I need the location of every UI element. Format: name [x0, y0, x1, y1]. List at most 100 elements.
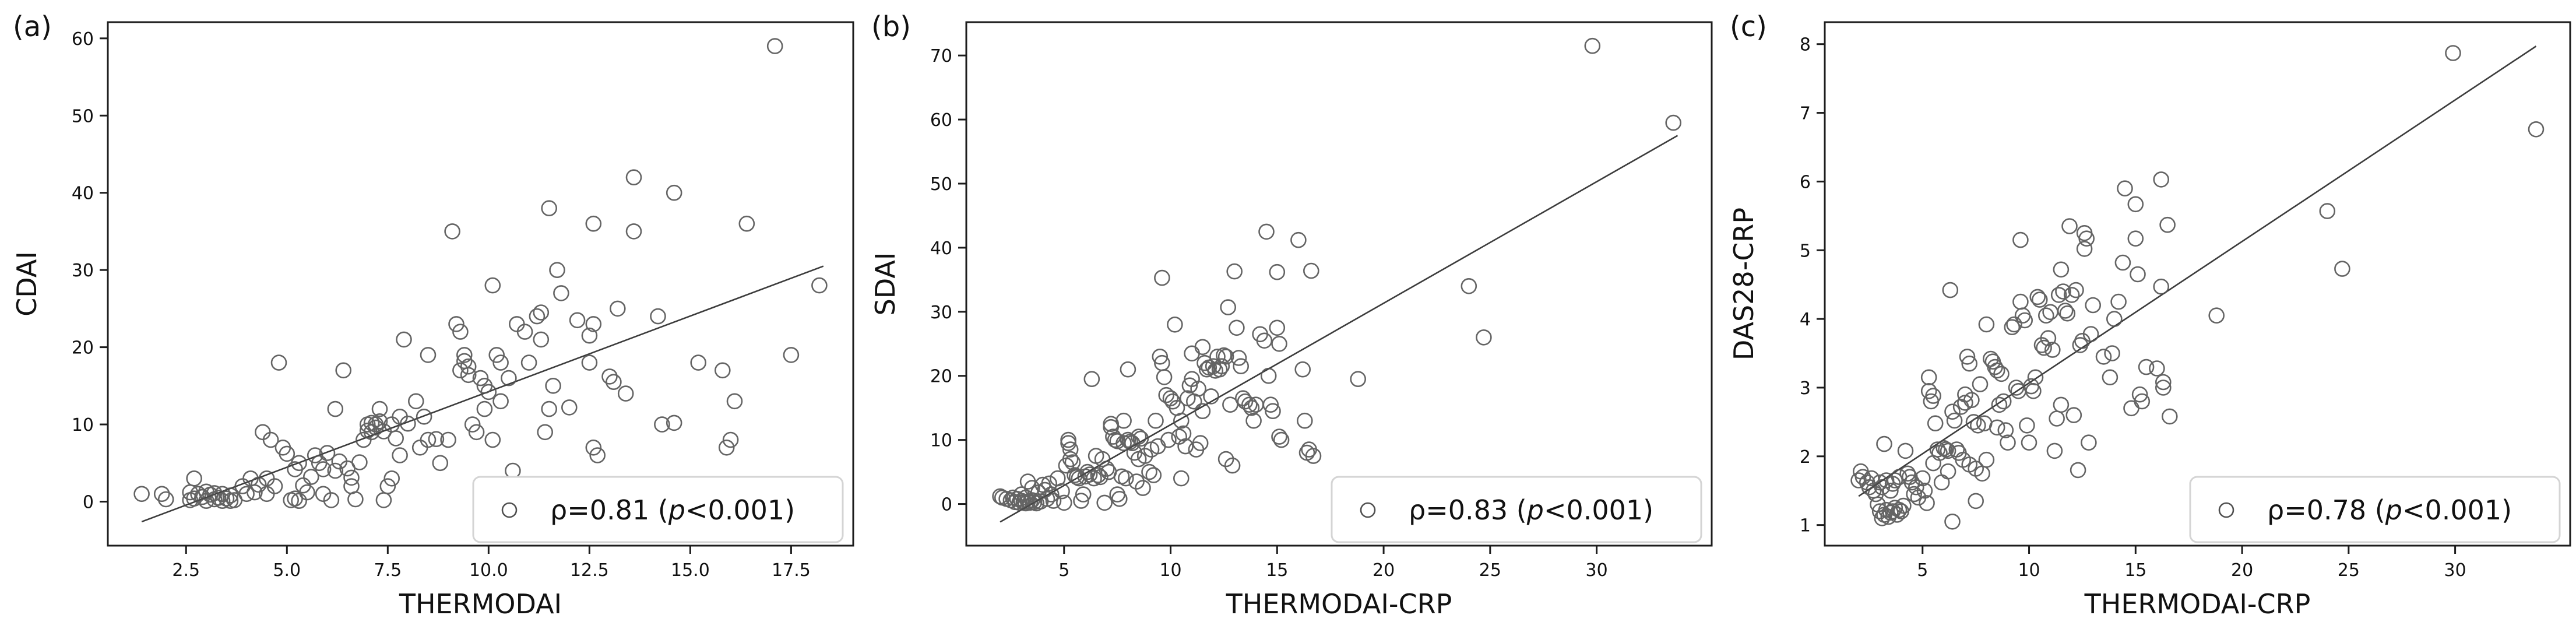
scatter-point	[1216, 347, 1232, 364]
y-tick-label: 40	[930, 238, 952, 259]
scatter-point	[553, 285, 569, 301]
scatter-point	[1132, 430, 1149, 447]
scatter-point	[666, 184, 682, 201]
scatter-point	[388, 430, 404, 447]
y-tick-label: 10	[930, 431, 952, 451]
scatter-point	[2027, 369, 2044, 386]
scatter-point	[1156, 369, 1173, 385]
scatter-point	[1961, 355, 1978, 372]
scatter-point	[1136, 448, 1153, 464]
scatter-point	[1026, 494, 1043, 511]
regression-line	[141, 265, 824, 523]
scatter-point	[1124, 435, 1141, 451]
scatter-point	[335, 362, 352, 379]
scatter-point	[541, 400, 558, 417]
legend: ρ=0.81 (p<0.001)	[472, 476, 844, 543]
scatter-point	[327, 400, 344, 417]
y-tick-label: 30	[930, 303, 952, 323]
scatter-point	[516, 324, 533, 340]
scatter-point	[2138, 359, 2155, 375]
axes-spines	[107, 21, 854, 547]
scatter-point	[343, 469, 360, 486]
scatter-point	[432, 455, 449, 472]
x-tick-label: 7.5	[374, 560, 402, 581]
y-tick-label: 30	[72, 261, 94, 281]
scatter-point	[766, 38, 783, 54]
scatter-point	[1584, 37, 1601, 54]
scatter-point	[291, 493, 307, 509]
scatter-point	[238, 486, 255, 503]
scatter-point	[396, 331, 412, 348]
scatter-point	[1296, 412, 1313, 429]
scatter-point	[1226, 263, 1243, 280]
scatter-point	[2130, 266, 2146, 283]
scatter-point	[1461, 277, 1477, 294]
scatter-point	[1054, 483, 1070, 500]
scatter-point	[1043, 486, 1060, 503]
scatter-point	[585, 439, 602, 456]
scatter-point	[2050, 287, 2067, 303]
y-tick-label: 40	[72, 184, 94, 204]
scatter-point	[610, 300, 626, 317]
legend-label: ρ=0.81 (p<0.001)	[550, 494, 795, 526]
scatter-point	[1086, 470, 1102, 487]
scatter-point	[400, 415, 416, 432]
scatter-point	[561, 399, 578, 416]
scatter-point	[1665, 114, 1681, 131]
scatter-point	[1203, 388, 1219, 405]
scatter-point	[1959, 349, 1976, 365]
scatter-point	[1884, 503, 1901, 519]
scatter-point	[1013, 493, 1030, 509]
scatter-point	[1258, 223, 1275, 240]
scatter-point	[1128, 473, 1145, 490]
y-tick-label: 2	[1800, 447, 1811, 468]
scatter-point	[2153, 171, 2170, 188]
y-tick-label: 4	[1800, 310, 1811, 330]
scatter-point	[2131, 386, 2148, 403]
scatter-point	[1243, 399, 1260, 416]
scatter-point	[1092, 469, 1108, 486]
scatter-point	[1929, 441, 1946, 458]
scatter-point	[448, 316, 464, 332]
scatter-point	[1891, 501, 1908, 518]
scatter-point	[1978, 451, 1995, 468]
scatter-points	[1850, 45, 2545, 530]
scatter-point	[383, 470, 400, 487]
scatter-point	[2161, 408, 2178, 425]
scatter-point	[2134, 393, 2151, 410]
scatter-point	[1090, 467, 1107, 483]
scatter-point	[262, 431, 279, 448]
scatter-point	[2095, 349, 2112, 365]
scatter-point	[1167, 316, 1183, 333]
scatter-point	[1222, 396, 1238, 413]
scatter-point	[533, 304, 550, 321]
scatter-point	[2059, 305, 2076, 322]
scatter-point	[718, 439, 735, 456]
scatter-point	[1925, 388, 1941, 404]
scatter-point	[2106, 311, 2123, 327]
x-tick-label: 15	[1266, 560, 1288, 581]
y-tick-label: 0	[83, 493, 94, 513]
scatter-point	[666, 414, 682, 431]
scatter-point	[569, 312, 586, 329]
scatter-point	[1940, 463, 1956, 480]
y-tick-label: 60	[930, 110, 952, 131]
y-axis-label: CDAI	[11, 251, 43, 317]
scatter-point	[1160, 431, 1177, 448]
scatter-point	[1942, 282, 1959, 298]
y-tick-label: 20	[930, 367, 952, 387]
scatter-point	[2055, 283, 2071, 300]
x-tick-label: 20	[1373, 560, 1395, 581]
scatter-point	[371, 413, 388, 430]
scatter-point	[2081, 434, 2097, 451]
scatter-point	[2057, 303, 2074, 319]
scatter-point	[2127, 230, 2144, 247]
scatter-point	[1899, 465, 1916, 482]
scatter-point	[315, 486, 332, 503]
scatter-point	[484, 431, 501, 448]
scatter-point	[347, 491, 364, 508]
scatter-point	[186, 470, 202, 487]
y-tick-label: 10	[72, 415, 94, 435]
scatter-point	[722, 431, 739, 448]
scatter-point	[407, 393, 424, 410]
